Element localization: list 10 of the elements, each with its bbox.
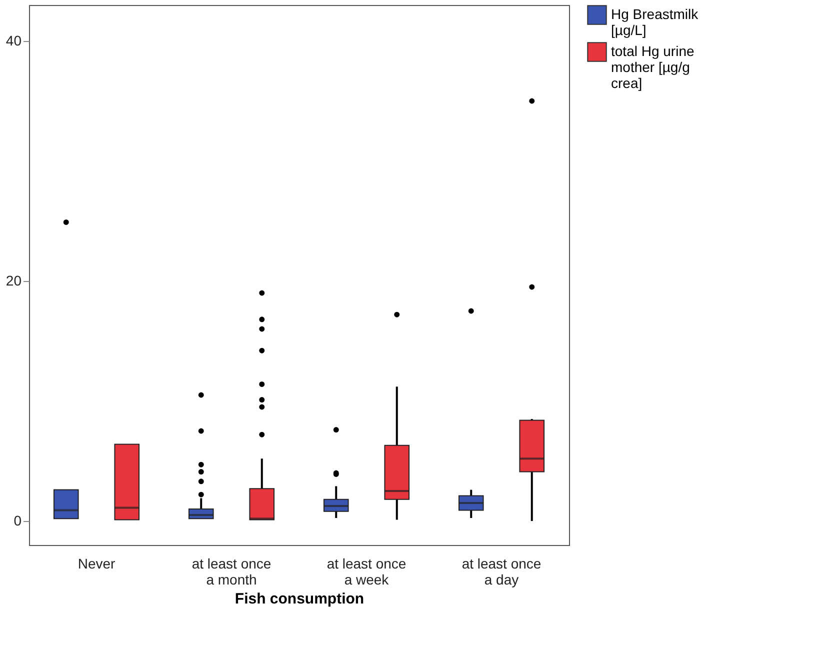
y-tick-label: 40 bbox=[6, 32, 22, 48]
y-tick-label: 20 bbox=[6, 272, 22, 288]
x-axis-title: Fish consumption bbox=[234, 590, 364, 608]
legend-label: total Hg urine mother [µg/g crea] bbox=[611, 43, 694, 91]
y-tick-label: 0 bbox=[14, 512, 22, 528]
x-tick-label: Never bbox=[78, 556, 116, 572]
legend-label: Hg Breastmilk [µg/L] bbox=[611, 6, 700, 38]
x-tick-label: at least once a week bbox=[326, 556, 406, 588]
x-tick-label: at least once a month bbox=[192, 556, 272, 588]
x-tick-label: at least once a day bbox=[462, 556, 542, 588]
